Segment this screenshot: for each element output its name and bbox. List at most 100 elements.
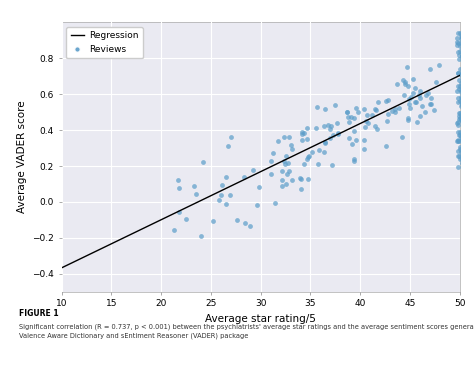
Point <box>393 81 401 87</box>
Point <box>384 96 392 102</box>
Point <box>222 174 229 180</box>
Point <box>404 114 411 120</box>
Point <box>457 40 465 46</box>
Point <box>348 141 356 147</box>
Point <box>267 158 274 164</box>
Point <box>388 108 395 114</box>
Point <box>192 191 200 197</box>
Point <box>417 95 424 101</box>
Point <box>457 33 465 39</box>
Point <box>458 136 465 142</box>
Point <box>287 142 294 148</box>
Point <box>374 126 381 132</box>
Point <box>398 134 406 140</box>
Point <box>458 34 465 40</box>
Point <box>328 162 336 168</box>
Point <box>458 70 466 76</box>
Point <box>288 177 295 183</box>
Point <box>288 145 296 151</box>
Point <box>281 158 288 164</box>
Point <box>350 158 357 164</box>
Point <box>371 107 378 113</box>
Point <box>215 197 223 203</box>
Point <box>456 132 463 138</box>
Point <box>457 94 465 100</box>
Point <box>456 43 464 49</box>
Point <box>312 125 320 131</box>
Point <box>255 184 263 190</box>
Point <box>458 160 466 166</box>
Point <box>458 97 465 103</box>
Point <box>457 116 465 122</box>
Point <box>455 113 463 119</box>
Point <box>418 103 426 109</box>
Point <box>303 125 311 131</box>
Point <box>191 183 198 188</box>
Point <box>217 192 224 198</box>
Point <box>455 116 463 122</box>
Point <box>458 34 465 40</box>
Point <box>456 47 464 53</box>
Point <box>430 107 438 113</box>
Point <box>457 89 465 95</box>
Point <box>409 76 416 82</box>
Point <box>400 77 407 83</box>
Point <box>368 112 376 118</box>
Point <box>458 116 466 122</box>
Point <box>278 183 285 189</box>
Point <box>298 131 306 137</box>
Point <box>360 137 367 143</box>
Point <box>459 37 466 43</box>
Point <box>303 136 310 142</box>
Point <box>459 58 466 64</box>
Point <box>405 96 413 102</box>
Point <box>454 88 461 94</box>
Point <box>345 119 353 125</box>
Point <box>335 131 342 137</box>
Point <box>411 85 419 91</box>
Point <box>281 134 288 140</box>
Point <box>421 110 429 116</box>
Point <box>269 150 277 156</box>
Point <box>458 153 466 159</box>
Point <box>456 110 463 116</box>
Point <box>456 77 463 83</box>
Point <box>296 175 304 181</box>
Point <box>453 138 461 144</box>
Point <box>233 217 241 223</box>
Point <box>413 119 421 125</box>
Point <box>315 147 323 153</box>
Point <box>456 115 464 121</box>
Point <box>301 161 308 167</box>
Point <box>373 107 380 113</box>
Point <box>304 154 311 160</box>
Legend: Regression, Reviews: Regression, Reviews <box>66 27 143 58</box>
Point <box>282 181 290 187</box>
Point <box>363 113 371 119</box>
Point <box>274 138 282 144</box>
Point <box>458 118 465 124</box>
Point <box>353 105 360 111</box>
Point <box>411 99 419 105</box>
Point <box>228 135 235 141</box>
Point <box>283 153 290 159</box>
Point <box>325 122 332 128</box>
Point <box>455 52 463 58</box>
Point <box>457 112 465 118</box>
Point <box>334 130 342 136</box>
Point <box>454 40 462 46</box>
Point <box>456 110 464 116</box>
Point <box>249 167 257 173</box>
Point <box>308 150 316 156</box>
Point <box>343 110 350 116</box>
Point <box>457 36 465 42</box>
Point <box>182 216 190 222</box>
Point <box>241 174 248 180</box>
Point <box>458 156 466 162</box>
Point <box>360 106 368 112</box>
Point <box>404 64 411 70</box>
Point <box>313 104 321 110</box>
Point <box>392 109 399 115</box>
Point <box>314 161 322 167</box>
Point <box>459 154 466 160</box>
